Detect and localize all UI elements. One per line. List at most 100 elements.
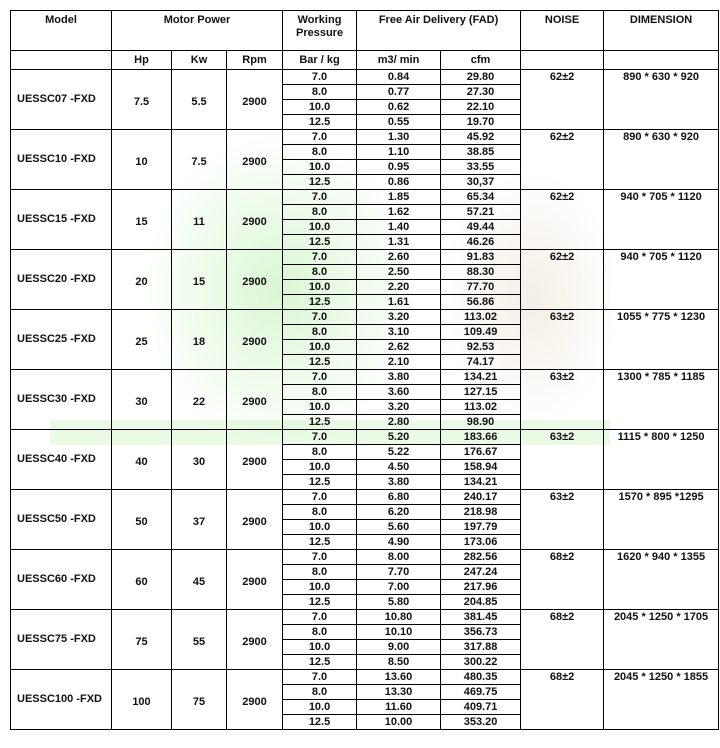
noise-value: 62±2 xyxy=(520,189,605,250)
kw-value: 7.5 xyxy=(171,129,227,190)
cfm-value: 91.83 xyxy=(440,249,522,265)
hp-value: 20 xyxy=(111,249,172,310)
rpm-value: 2900 xyxy=(225,129,284,190)
hp-value: 100 xyxy=(111,669,172,730)
cfm-value: 134.21 xyxy=(440,474,522,490)
cfm-value: 282.56 xyxy=(440,549,522,565)
pressure-value: 12.5 xyxy=(282,714,358,730)
pressure-value: 7.0 xyxy=(282,609,358,625)
kw-value: 55 xyxy=(171,609,227,670)
table-row: 8.0 0.77 27.30 xyxy=(11,84,719,100)
table-row: 10.0 0.62 22.10 xyxy=(11,99,719,115)
cfm-value: 247.24 xyxy=(440,564,522,580)
cfm-value: 217.96 xyxy=(440,579,522,595)
rpm-value: 2900 xyxy=(225,369,284,430)
noise-value: 62±2 xyxy=(520,69,605,130)
cfm-value: 98.90 xyxy=(440,414,522,430)
pressure-value: 7.0 xyxy=(282,129,358,145)
pressure-value: 12.5 xyxy=(282,654,358,670)
header-kw: Kw xyxy=(171,50,227,70)
pressure-value: 7.0 xyxy=(282,489,358,505)
pressure-value: 8.0 xyxy=(282,444,358,460)
cfm-value: 204.85 xyxy=(440,594,522,610)
cfm-value: 317.88 xyxy=(440,639,522,655)
table-row: UESSC07 -FXD 7.5 5.5 2900 7.0 0.84 29.80 62±2 89… xyxy=(10,69,720,130)
pressure-value: 7.0 xyxy=(282,369,358,385)
hp-value: 15 xyxy=(111,189,172,250)
kw-value: 75 xyxy=(171,669,227,730)
hp-value: 75 xyxy=(111,609,172,670)
model-name: UESSC40 -FXD xyxy=(10,429,112,490)
pressure-value: 8.0 xyxy=(282,324,358,340)
rpm-value: 2900 xyxy=(225,189,284,250)
table-row: UESSC40 -FXD 40 30 2900 7.0 5.20 183.66 63±2 111… xyxy=(10,429,720,490)
model-name: UESSC15 -FXD xyxy=(10,189,112,250)
cfm-value: 57.21 xyxy=(440,204,522,220)
m3-value: 7.00 xyxy=(356,579,442,595)
table-row: 12.5 10.00 353.20 xyxy=(11,714,719,730)
noise-value: 62±2 xyxy=(520,129,605,190)
table-row: 10.0 1.40 49.44 xyxy=(11,219,719,235)
pressure-value: 12.5 xyxy=(282,474,358,490)
m3-value: 0.62 xyxy=(356,99,442,115)
m3-value: 11.60 xyxy=(356,699,442,715)
cfm-value: 113.02 xyxy=(440,309,522,325)
cfm-value: 29.80 xyxy=(440,69,522,85)
cfm-value: 300.22 xyxy=(440,654,522,670)
m3-value: 0.95 xyxy=(356,159,442,175)
header-noise: NOISE xyxy=(520,10,605,51)
kw-value: 15 xyxy=(171,249,227,310)
model-name: UESSC10 -FXD xyxy=(10,129,112,190)
pressure-value: 10.0 xyxy=(282,639,358,655)
hp-value: 7.5 xyxy=(111,69,172,130)
table-row: 8.0 2.50 88.30 xyxy=(11,264,719,280)
header-fad: Free Air Delivery (FAD) xyxy=(356,10,522,51)
cfm-value: 409.71 xyxy=(440,699,522,715)
cfm-value: 22.10 xyxy=(440,99,522,115)
dimension-value: 1620 * 940 * 1355 xyxy=(603,549,720,610)
cfm-value: 480.35 xyxy=(440,669,522,685)
pressure-value: 12.5 xyxy=(282,414,358,430)
pressure-value: 8.0 xyxy=(282,564,358,580)
table-row: 10.0 4.50 158.94 xyxy=(11,459,719,475)
m3-value: 1.61 xyxy=(356,294,442,310)
m3-value: 10.10 xyxy=(356,624,442,640)
dimension-value: 2045 * 1250 * 1855 xyxy=(603,669,720,730)
rpm-value: 2900 xyxy=(225,69,284,130)
dimension-value: 940 * 705 * 1120 xyxy=(603,249,720,310)
table-row: 10.0 2.62 92.53 xyxy=(11,339,719,355)
m3-value: 0.77 xyxy=(356,84,442,100)
pressure-value: 7.0 xyxy=(282,69,358,85)
header-rpm: Rpm xyxy=(225,50,284,70)
m3-value: 13.60 xyxy=(356,669,442,685)
kw-value: 5.5 xyxy=(171,69,227,130)
pressure-value: 12.5 xyxy=(282,294,358,310)
table-row: UESSC30 -FXD 30 22 2900 7.0 3.80 134.21 63±2 130… xyxy=(10,369,720,430)
noise-value: 68±2 xyxy=(520,669,605,730)
rpm-value: 2900 xyxy=(225,489,284,550)
m3-value: 1.62 xyxy=(356,204,442,220)
cfm-value: 353.20 xyxy=(440,714,522,730)
hp-value: 50 xyxy=(111,489,172,550)
rpm-value: 2900 xyxy=(225,609,284,670)
pressure-value: 10.0 xyxy=(282,699,358,715)
header-model: Model xyxy=(10,10,112,51)
cfm-value: 218.98 xyxy=(440,504,522,520)
table-row: 12.5 1.31 46.26 xyxy=(11,234,719,250)
table-row: UESSC10 -FXD 10 7.5 2900 7.0 1.30 45.92 62±2 890… xyxy=(10,129,720,190)
pressure-value: 12.5 xyxy=(282,594,358,610)
pressure-value: 10.0 xyxy=(282,579,358,595)
dimension-value: 890 * 630 * 920 xyxy=(603,129,720,190)
m3-value: 1.85 xyxy=(356,189,442,205)
table-row: 8.0 10.10 356.73 xyxy=(11,624,719,640)
cfm-value: 19.70 xyxy=(440,114,522,130)
cfm-value: 240.17 xyxy=(440,489,522,505)
m3-value: 2.62 xyxy=(356,339,442,355)
m3-value: 7.70 xyxy=(356,564,442,580)
pressure-value: 12.5 xyxy=(282,114,358,130)
pressure-value: 8.0 xyxy=(282,684,358,700)
cfm-value: 158.94 xyxy=(440,459,522,475)
model-name: UESSC25 -FXD xyxy=(10,309,112,370)
dimension-value: 940 * 705 * 1120 xyxy=(603,189,720,250)
m3-value: 2.80 xyxy=(356,414,442,430)
